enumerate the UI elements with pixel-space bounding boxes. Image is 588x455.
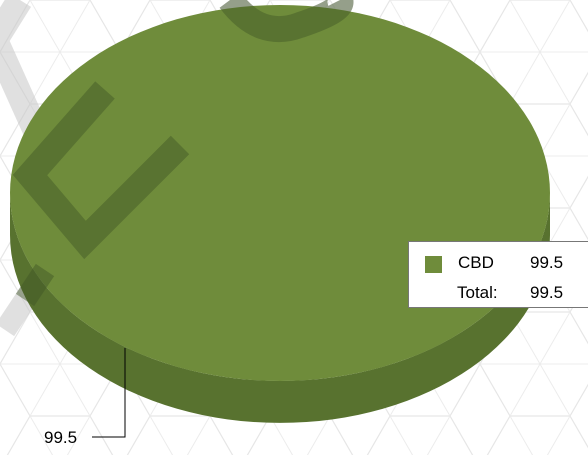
legend-swatch-cbd: [425, 256, 442, 273]
legend-total-label: Total:: [457, 283, 498, 302]
legend-label-cbd: CBD: [458, 253, 494, 272]
pie-chart: [10, 0, 550, 423]
legend-value-cbd: 99.5: [530, 253, 564, 272]
watermark-overlay: [15, 263, 55, 307]
pie-slice-side: [10, 193, 550, 423]
watermark-overlay: [219, 0, 354, 43]
pie-slice-cbd: [10, 5, 550, 381]
legend: CBD 99.5 Total: 99.5: [408, 241, 588, 308]
watermark-stroke: [0, 0, 52, 146]
data-label-cbd: 99.5: [44, 428, 77, 447]
data-label-leader: [92, 348, 126, 438]
legend-total-value: 99.5: [530, 283, 564, 302]
watermark-overlay: [12, 81, 190, 260]
